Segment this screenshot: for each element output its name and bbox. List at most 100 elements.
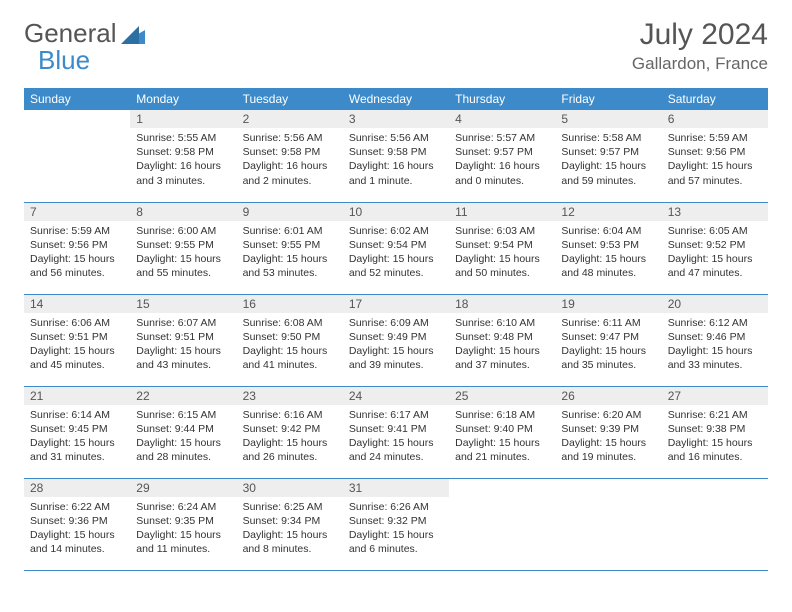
day-details: Sunrise: 6:25 AMSunset: 9:34 PMDaylight:… (237, 497, 343, 561)
day-number: 13 (662, 203, 768, 221)
day-number: 14 (24, 295, 130, 313)
day-number: 29 (130, 479, 236, 497)
calendar-cell: 3Sunrise: 5:56 AMSunset: 9:58 PMDaylight… (343, 110, 449, 202)
day-details: Sunrise: 6:22 AMSunset: 9:36 PMDaylight:… (24, 497, 130, 561)
day-details: Sunrise: 6:26 AMSunset: 9:32 PMDaylight:… (343, 497, 449, 561)
day-details: Sunrise: 6:24 AMSunset: 9:35 PMDaylight:… (130, 497, 236, 561)
month-title: July 2024 (632, 18, 768, 52)
calendar-cell: 10Sunrise: 6:02 AMSunset: 9:54 PMDayligh… (343, 202, 449, 294)
day-number: 26 (555, 387, 661, 405)
day-number: 25 (449, 387, 555, 405)
day-number: 1 (130, 110, 236, 128)
day-details: Sunrise: 5:58 AMSunset: 9:57 PMDaylight:… (555, 128, 661, 192)
day-details: Sunrise: 6:08 AMSunset: 9:50 PMDaylight:… (237, 313, 343, 377)
calendar-cell: 16Sunrise: 6:08 AMSunset: 9:50 PMDayligh… (237, 294, 343, 386)
day-number: 4 (449, 110, 555, 128)
day-number: 17 (343, 295, 449, 313)
weekday-header: Sunday (24, 88, 130, 110)
calendar-cell (449, 478, 555, 570)
day-details: Sunrise: 5:59 AMSunset: 9:56 PMDaylight:… (24, 221, 130, 285)
calendar-cell: 21Sunrise: 6:14 AMSunset: 9:45 PMDayligh… (24, 386, 130, 478)
day-number: 28 (24, 479, 130, 497)
logo-text-2: Blue (38, 45, 90, 76)
day-details: Sunrise: 6:05 AMSunset: 9:52 PMDaylight:… (662, 221, 768, 285)
calendar-cell: 5Sunrise: 5:58 AMSunset: 9:57 PMDaylight… (555, 110, 661, 202)
day-details: Sunrise: 6:15 AMSunset: 9:44 PMDaylight:… (130, 405, 236, 469)
day-details: Sunrise: 6:07 AMSunset: 9:51 PMDaylight:… (130, 313, 236, 377)
day-details: Sunrise: 6:00 AMSunset: 9:55 PMDaylight:… (130, 221, 236, 285)
day-number: 27 (662, 387, 768, 405)
calendar-cell: 28Sunrise: 6:22 AMSunset: 9:36 PMDayligh… (24, 478, 130, 570)
day-details: Sunrise: 6:03 AMSunset: 9:54 PMDaylight:… (449, 221, 555, 285)
weekday-header: Thursday (449, 88, 555, 110)
calendar-body: 1Sunrise: 5:55 AMSunset: 9:58 PMDaylight… (24, 110, 768, 570)
day-number: 16 (237, 295, 343, 313)
calendar-cell (24, 110, 130, 202)
calendar-cell: 7Sunrise: 5:59 AMSunset: 9:56 PMDaylight… (24, 202, 130, 294)
calendar-cell: 12Sunrise: 6:04 AMSunset: 9:53 PMDayligh… (555, 202, 661, 294)
calendar-row: 21Sunrise: 6:14 AMSunset: 9:45 PMDayligh… (24, 386, 768, 478)
weekday-header: Monday (130, 88, 236, 110)
calendar-row: 7Sunrise: 5:59 AMSunset: 9:56 PMDaylight… (24, 202, 768, 294)
calendar-row: 28Sunrise: 6:22 AMSunset: 9:36 PMDayligh… (24, 478, 768, 570)
calendar-cell: 14Sunrise: 6:06 AMSunset: 9:51 PMDayligh… (24, 294, 130, 386)
day-number: 21 (24, 387, 130, 405)
day-number: 6 (662, 110, 768, 128)
calendar-cell (555, 478, 661, 570)
day-details: Sunrise: 5:56 AMSunset: 9:58 PMDaylight:… (237, 128, 343, 192)
calendar-cell: 24Sunrise: 6:17 AMSunset: 9:41 PMDayligh… (343, 386, 449, 478)
calendar-cell: 11Sunrise: 6:03 AMSunset: 9:54 PMDayligh… (449, 202, 555, 294)
calendar-cell: 17Sunrise: 6:09 AMSunset: 9:49 PMDayligh… (343, 294, 449, 386)
day-number: 30 (237, 479, 343, 497)
calendar-cell: 6Sunrise: 5:59 AMSunset: 9:56 PMDaylight… (662, 110, 768, 202)
day-details: Sunrise: 6:21 AMSunset: 9:38 PMDaylight:… (662, 405, 768, 469)
day-number: 15 (130, 295, 236, 313)
day-details: Sunrise: 6:17 AMSunset: 9:41 PMDaylight:… (343, 405, 449, 469)
calendar-cell: 20Sunrise: 6:12 AMSunset: 9:46 PMDayligh… (662, 294, 768, 386)
calendar-cell: 29Sunrise: 6:24 AMSunset: 9:35 PMDayligh… (130, 478, 236, 570)
weekday-header: Wednesday (343, 88, 449, 110)
calendar-cell: 4Sunrise: 5:57 AMSunset: 9:57 PMDaylight… (449, 110, 555, 202)
day-details: Sunrise: 6:14 AMSunset: 9:45 PMDaylight:… (24, 405, 130, 469)
calendar-cell: 18Sunrise: 6:10 AMSunset: 9:48 PMDayligh… (449, 294, 555, 386)
calendar-cell: 19Sunrise: 6:11 AMSunset: 9:47 PMDayligh… (555, 294, 661, 386)
title-block: July 2024 Gallardon, France (632, 18, 768, 74)
calendar-cell: 25Sunrise: 6:18 AMSunset: 9:40 PMDayligh… (449, 386, 555, 478)
calendar-cell: 27Sunrise: 6:21 AMSunset: 9:38 PMDayligh… (662, 386, 768, 478)
calendar-cell: 13Sunrise: 6:05 AMSunset: 9:52 PMDayligh… (662, 202, 768, 294)
calendar-cell: 30Sunrise: 6:25 AMSunset: 9:34 PMDayligh… (237, 478, 343, 570)
calendar-cell: 26Sunrise: 6:20 AMSunset: 9:39 PMDayligh… (555, 386, 661, 478)
day-details: Sunrise: 6:10 AMSunset: 9:48 PMDaylight:… (449, 313, 555, 377)
calendar-table: SundayMondayTuesdayWednesdayThursdayFrid… (24, 88, 768, 571)
logo-icon (121, 24, 145, 44)
day-number: 3 (343, 110, 449, 128)
day-number: 12 (555, 203, 661, 221)
day-number: 8 (130, 203, 236, 221)
day-details: Sunrise: 6:06 AMSunset: 9:51 PMDaylight:… (24, 313, 130, 377)
day-number: 10 (343, 203, 449, 221)
calendar-cell (662, 478, 768, 570)
day-details: Sunrise: 6:16 AMSunset: 9:42 PMDaylight:… (237, 405, 343, 469)
day-details: Sunrise: 6:18 AMSunset: 9:40 PMDaylight:… (449, 405, 555, 469)
day-details: Sunrise: 5:56 AMSunset: 9:58 PMDaylight:… (343, 128, 449, 192)
calendar-cell: 23Sunrise: 6:16 AMSunset: 9:42 PMDayligh… (237, 386, 343, 478)
calendar-row: 14Sunrise: 6:06 AMSunset: 9:51 PMDayligh… (24, 294, 768, 386)
location: Gallardon, France (632, 54, 768, 74)
day-number: 20 (662, 295, 768, 313)
header: General July 2024 Gallardon, France (24, 18, 768, 74)
calendar-cell: 8Sunrise: 6:00 AMSunset: 9:55 PMDaylight… (130, 202, 236, 294)
day-number: 9 (237, 203, 343, 221)
weekday-header: Saturday (662, 88, 768, 110)
calendar-cell: 1Sunrise: 5:55 AMSunset: 9:58 PMDaylight… (130, 110, 236, 202)
day-details: Sunrise: 6:04 AMSunset: 9:53 PMDaylight:… (555, 221, 661, 285)
day-details: Sunrise: 6:12 AMSunset: 9:46 PMDaylight:… (662, 313, 768, 377)
calendar-cell: 31Sunrise: 6:26 AMSunset: 9:32 PMDayligh… (343, 478, 449, 570)
day-details: Sunrise: 5:55 AMSunset: 9:58 PMDaylight:… (130, 128, 236, 192)
day-number: 18 (449, 295, 555, 313)
day-details: Sunrise: 6:11 AMSunset: 9:47 PMDaylight:… (555, 313, 661, 377)
weekday-header: Friday (555, 88, 661, 110)
day-details: Sunrise: 6:01 AMSunset: 9:55 PMDaylight:… (237, 221, 343, 285)
day-number: 24 (343, 387, 449, 405)
day-number: 11 (449, 203, 555, 221)
day-number: 5 (555, 110, 661, 128)
